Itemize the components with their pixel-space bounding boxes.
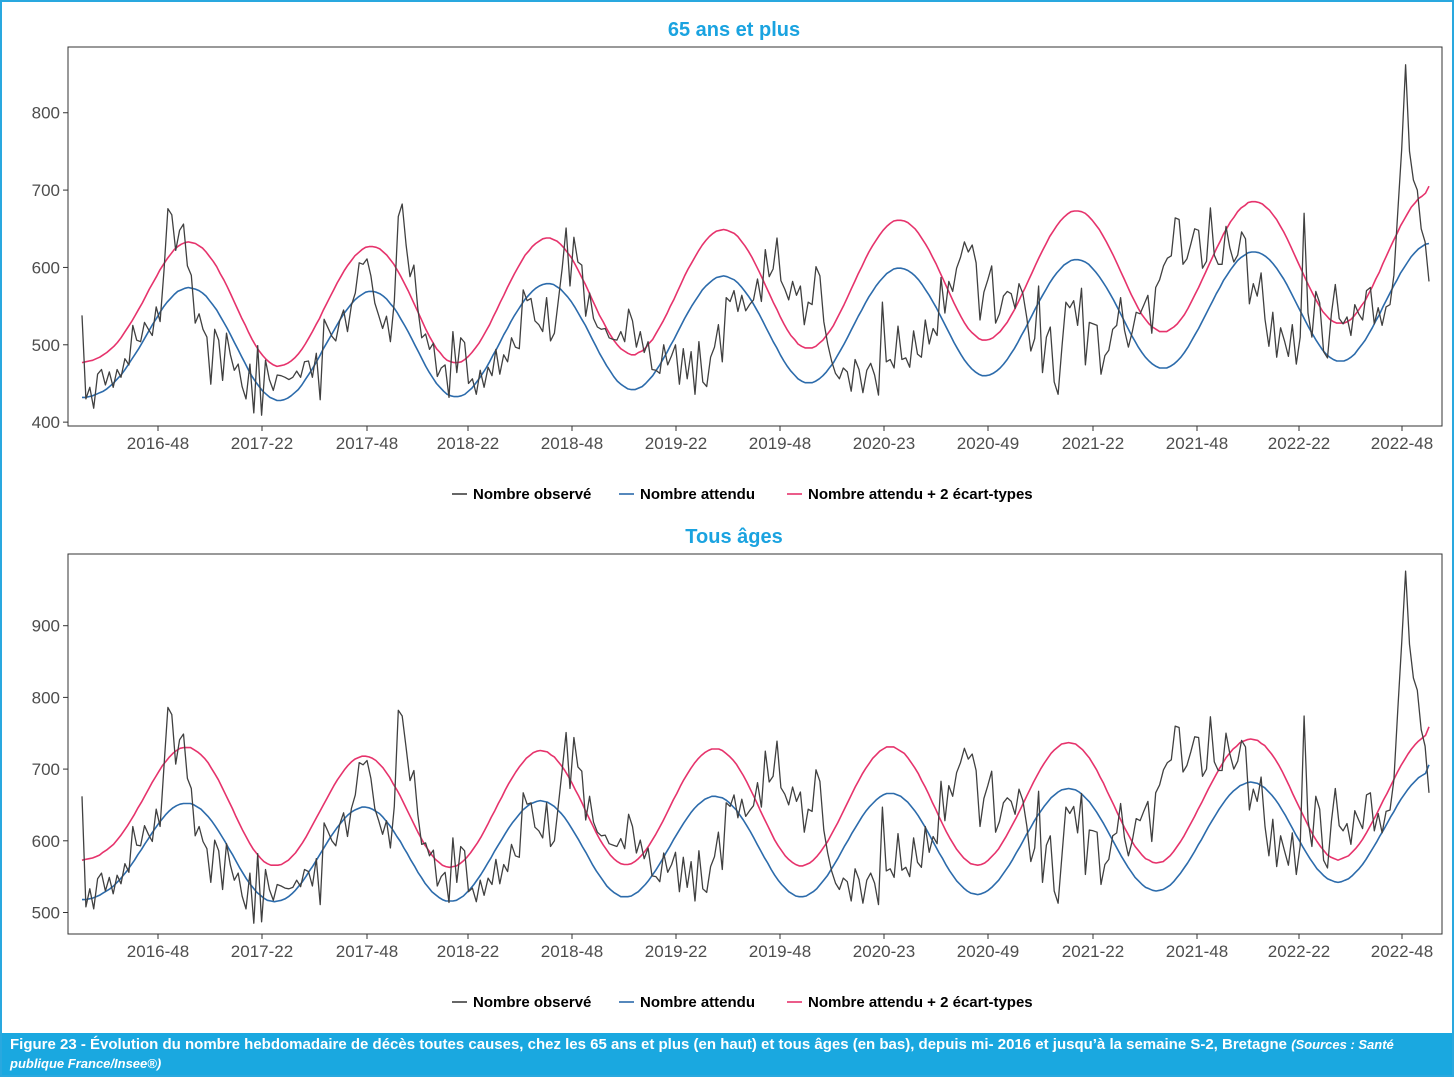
figure-caption: Figure 23 - Évolution du nombre hebdomad… [2, 1033, 1452, 1075]
x-tick-label: 2018-48 [541, 434, 603, 453]
series-group [81, 570, 1430, 924]
x-axis: 2016-48 2017-22 2017-48 2018-22 2018-48 2019-… [127, 934, 1433, 961]
x-tick-label: 2016-48 [127, 942, 189, 961]
series-group [81, 64, 1430, 416]
x-tick-label: 2018-22 [437, 434, 499, 453]
x-tick-label: 2022-22 [1268, 942, 1330, 961]
y-tick-label: 700 [32, 181, 60, 200]
legend-label: Nombre observé [473, 994, 591, 1011]
x-tick-label: 2020-49 [957, 434, 1019, 453]
x-tick-label: 2020-23 [853, 942, 915, 961]
y-tick-label: 800 [32, 688, 60, 707]
legend-label: Nombre attendu + 2 écart-types [808, 486, 1033, 503]
caption-source: (Sources : Santé publique France/Insee®) [10, 1037, 1394, 1071]
x-tick-label: 2022-48 [1371, 942, 1433, 961]
y-tick-label: 800 [32, 104, 60, 123]
x-tick-label: 2019-48 [749, 942, 811, 961]
legend-label: Nombre attendu + 2 écart-types [808, 994, 1033, 1011]
x-tick-label: 2021-22 [1062, 942, 1124, 961]
y-axis: 500 600 700 800 900 [32, 617, 68, 922]
panel-title: 65 ans et plus [668, 19, 800, 41]
panel-title: Tous âges [685, 526, 782, 548]
x-tick-label: 2017-22 [231, 434, 293, 453]
y-tick-label: 500 [32, 336, 60, 355]
x-tick-label: 2017-48 [336, 942, 398, 961]
x-tick-label: 2021-48 [1166, 942, 1228, 961]
series-line-expected [82, 764, 1430, 903]
x-tick-label: 2017-22 [231, 942, 293, 961]
x-tick-label: 2019-22 [645, 434, 707, 453]
series-line-observed [81, 570, 1430, 924]
legend-label: Nombre observé [473, 486, 591, 503]
series-line-threshold [81, 185, 1430, 368]
x-tick-label: 2022-22 [1268, 434, 1330, 453]
y-axis: 400 500 600 700 800 [32, 104, 68, 432]
x-axis: 2016-48 2017-22 2017-48 2018-22 2018-48 2019-… [127, 426, 1433, 453]
x-tick-label: 2017-48 [336, 434, 398, 453]
y-tick-label: 600 [32, 832, 60, 851]
plot-border [67, 46, 1443, 427]
y-tick-label: 600 [32, 258, 60, 277]
y-tick-label: 500 [32, 903, 60, 922]
series-line-threshold [81, 726, 1430, 869]
y-tick-label: 400 [32, 413, 60, 432]
x-tick-label: 2019-22 [645, 942, 707, 961]
x-tick-label: 2021-48 [1166, 434, 1228, 453]
y-tick-label: 700 [32, 760, 60, 779]
panel-tous-ages: Tous âges 500 600 700 800 900 2016-48 2017-22… [32, 526, 1443, 1011]
x-tick-label: 2018-22 [437, 942, 499, 961]
legend: Nombre observé Nombre attendu Nombre atten… [452, 994, 1033, 1011]
x-tick-label: 2016-48 [127, 434, 189, 453]
x-tick-label: 2018-48 [541, 942, 603, 961]
caption-text: Figure 23 - Évolution du nombre hebdomad… [10, 1036, 1288, 1053]
series-line-expected [82, 242, 1430, 402]
legend: Nombre observé Nombre attendu Nombre atten… [452, 486, 1033, 503]
legend-label: Nombre attendu [640, 486, 755, 503]
x-tick-label: 2019-48 [749, 434, 811, 453]
x-tick-label: 2020-23 [853, 434, 915, 453]
x-tick-label: 2022-48 [1371, 434, 1433, 453]
series-line-observed [81, 64, 1430, 416]
x-tick-label: 2020-49 [957, 942, 1019, 961]
y-tick-label: 900 [32, 617, 60, 636]
x-tick-label: 2021-22 [1062, 434, 1124, 453]
legend-label: Nombre attendu [640, 994, 755, 1011]
plot-border [67, 553, 1443, 935]
